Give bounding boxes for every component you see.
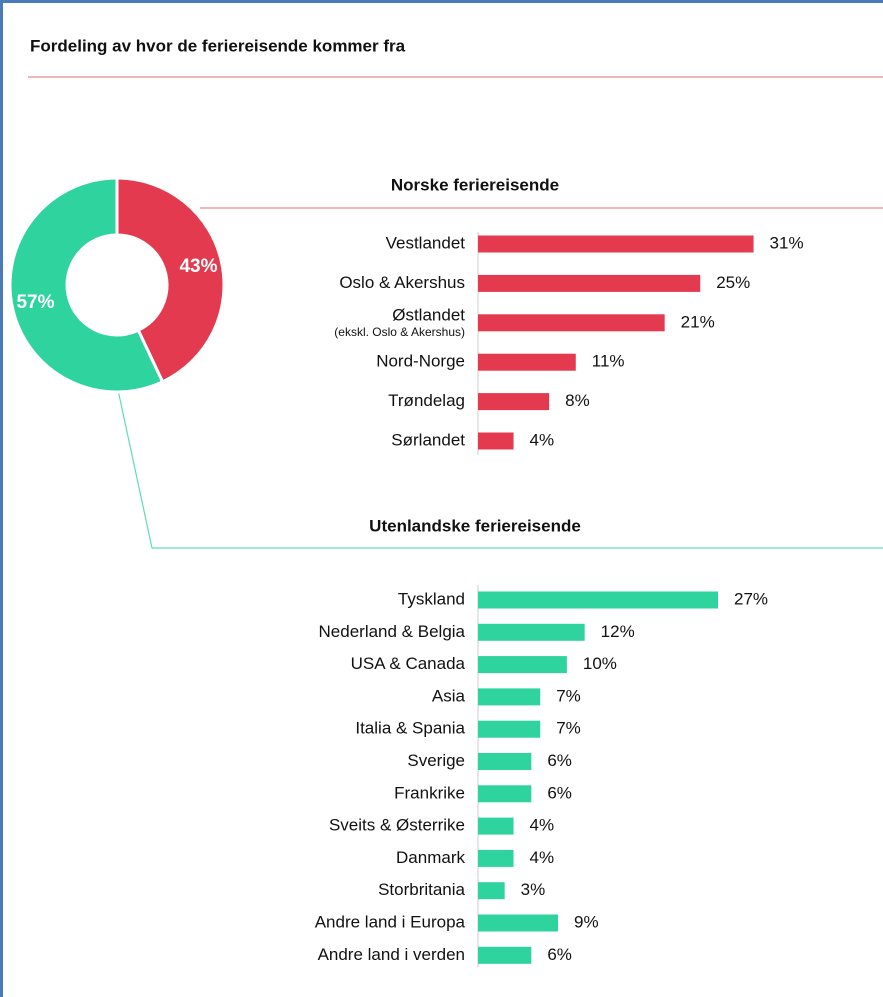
category-label: Oslo & Akershus xyxy=(339,273,465,292)
category-label: USA & Canada xyxy=(351,654,466,673)
category-note: (ekskl. Oslo & Akershus) xyxy=(334,325,465,339)
bar xyxy=(478,235,754,253)
donut-label: 43% xyxy=(179,256,217,277)
value-label: 6% xyxy=(547,783,572,802)
category-label: Italia & Spania xyxy=(355,719,465,738)
donut-label: 57% xyxy=(16,292,54,313)
bar xyxy=(478,914,558,932)
value-label: 4% xyxy=(530,848,555,867)
value-label: 3% xyxy=(521,880,546,899)
value-label: 9% xyxy=(574,912,599,931)
category-label: Asia xyxy=(432,686,466,705)
category-label: Tyskland xyxy=(398,589,465,608)
category-label: Trøndelag xyxy=(388,391,465,410)
connector-green xyxy=(117,389,883,549)
value-label: 25% xyxy=(716,273,750,292)
bar xyxy=(478,785,532,803)
category-label: Frankrike xyxy=(394,783,465,802)
chart-title: Norske feriereisende xyxy=(391,175,559,194)
value-label: 7% xyxy=(556,686,581,705)
value-label: 6% xyxy=(547,751,572,770)
value-label: 21% xyxy=(681,312,715,331)
bar xyxy=(478,274,701,292)
value-label: 4% xyxy=(530,816,555,835)
category-label: Sverige xyxy=(407,751,465,770)
value-label: 27% xyxy=(734,589,768,608)
value-label: 12% xyxy=(601,622,635,641)
category-label: Storbritania xyxy=(378,880,465,899)
value-label: 8% xyxy=(565,391,590,410)
value-label: 11% xyxy=(592,352,625,371)
bar xyxy=(478,946,532,964)
bar xyxy=(478,688,541,706)
bar xyxy=(478,720,541,738)
bar xyxy=(478,882,505,900)
value-label: 10% xyxy=(583,654,617,673)
bar xyxy=(478,393,550,411)
bar xyxy=(478,849,514,867)
category-label: Andre land i Europa xyxy=(315,912,466,931)
bar xyxy=(478,623,585,641)
category-label: Sveits & Østerrike xyxy=(329,816,465,835)
bar xyxy=(478,432,514,450)
donut-segment xyxy=(115,176,226,384)
category-label: Østlandet xyxy=(392,305,465,324)
bar xyxy=(478,314,665,332)
category-label: Nederland & Belgia xyxy=(319,622,466,641)
value-label: 31% xyxy=(770,233,804,252)
bar xyxy=(478,753,532,770)
donut-segment xyxy=(8,176,165,394)
category-label: Nord-Norge xyxy=(376,352,465,371)
page-title: Fordeling av hvor de feriereisende komme… xyxy=(30,36,406,55)
bar xyxy=(478,817,514,835)
bar xyxy=(478,656,567,674)
category-label: Danmark xyxy=(396,848,465,867)
category-label: Vestlandet xyxy=(386,233,466,252)
value-label: 4% xyxy=(530,430,555,449)
value-label: 7% xyxy=(556,719,581,738)
value-label: 6% xyxy=(547,945,572,964)
chart-title: Utenlandske feriereisende xyxy=(369,516,581,535)
bar xyxy=(478,591,718,609)
category-label: Sørlandet xyxy=(391,430,465,449)
category-label: Andre land i verden xyxy=(318,945,465,964)
bar xyxy=(478,353,576,371)
